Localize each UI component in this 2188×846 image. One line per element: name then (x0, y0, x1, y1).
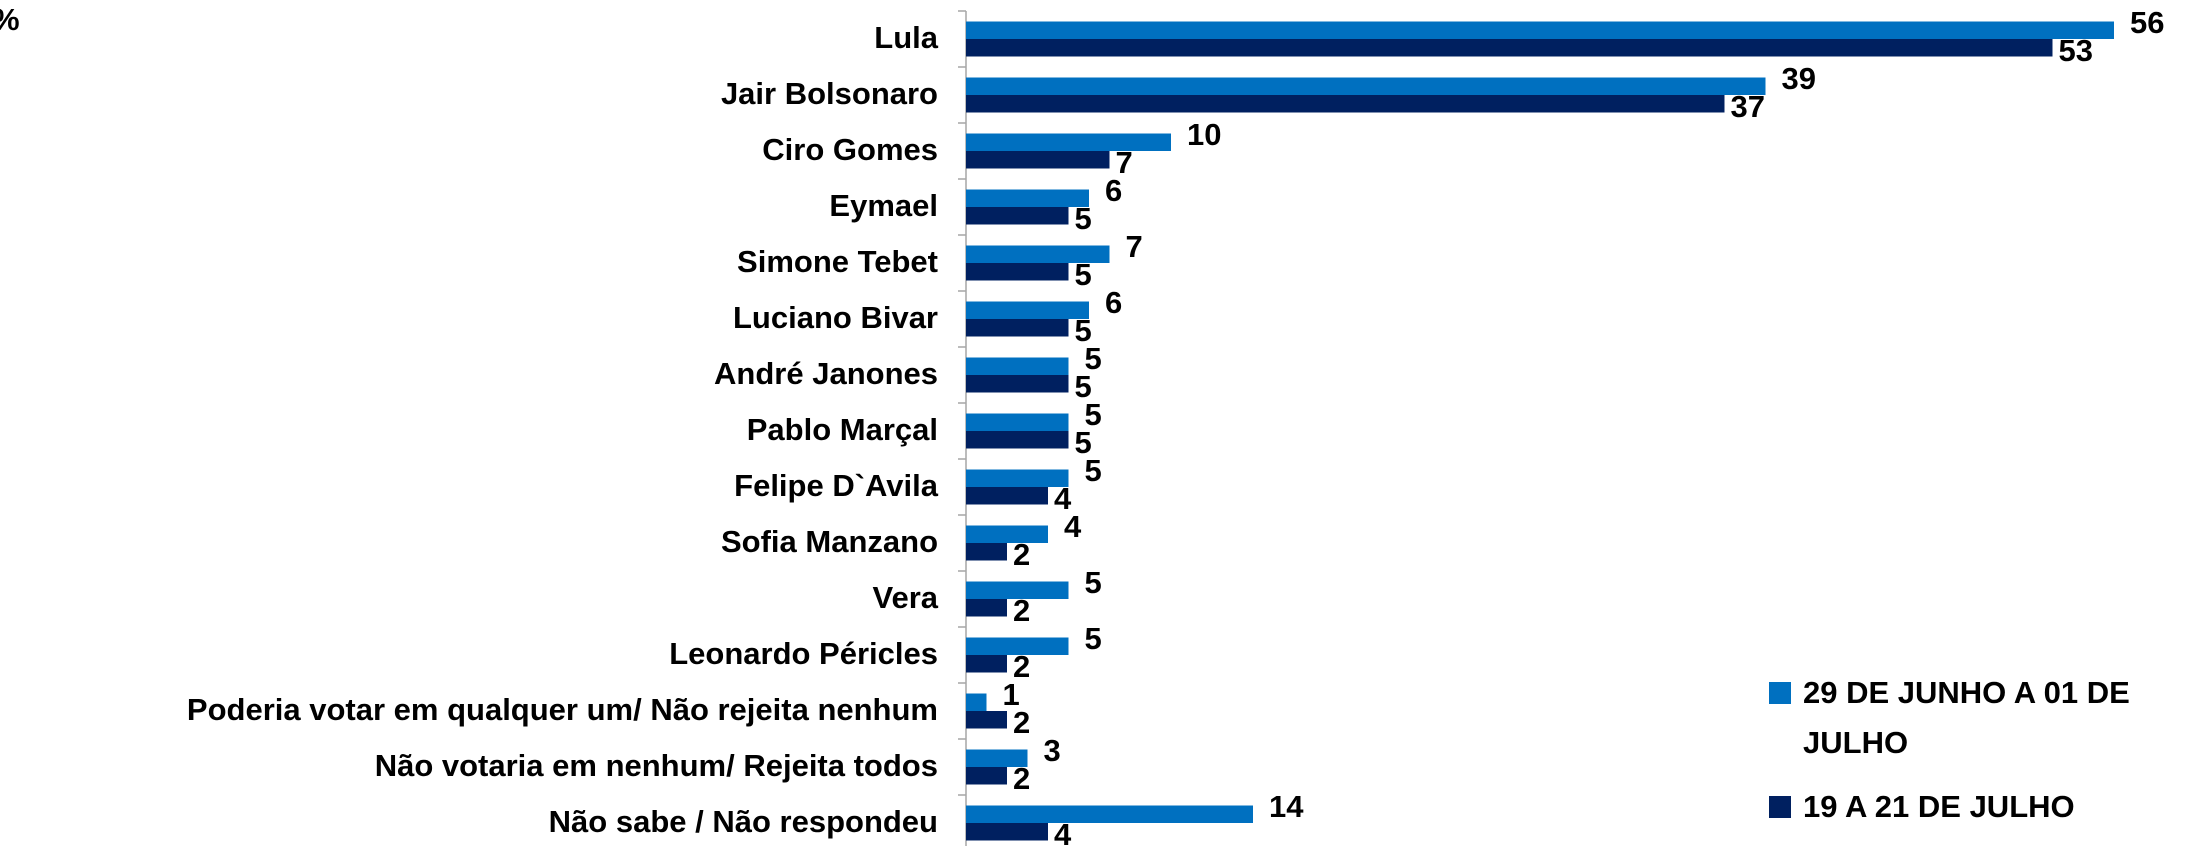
bar (966, 189, 1089, 207)
value-label: 5 (1085, 453, 1102, 488)
value-label: 5 (1075, 313, 1092, 348)
bar (966, 655, 1007, 673)
bar (966, 413, 1069, 431)
category-label: Felipe D`Avila (734, 468, 939, 503)
value-label: 2 (1013, 649, 1030, 684)
legend-label: 19 A 21 DE JULHO (1803, 789, 2075, 824)
value-label: 2 (1013, 761, 1030, 796)
value-label: 2 (1013, 537, 1030, 572)
value-label: 5 (1085, 397, 1102, 432)
category-label: Vera (872, 580, 938, 615)
bar (966, 95, 1725, 113)
bar (966, 543, 1007, 561)
bar (966, 525, 1048, 543)
bar (966, 581, 1069, 599)
value-label: 6 (1105, 173, 1122, 208)
legend-swatch (1769, 796, 1791, 818)
category-label: Não sabe / Não respondeu (549, 804, 938, 839)
value-label: 5 (1075, 201, 1092, 236)
legend-item: 29 DE JUNHO A 01 DE JULHO (1769, 668, 2179, 768)
value-label: 5 (1085, 565, 1102, 600)
legend-label: 29 DE JUNHO A 01 DE JULHO (1803, 675, 2130, 760)
value-label: 2 (1013, 593, 1030, 628)
category-label: Pablo Marçal (747, 412, 938, 447)
bar (966, 21, 2114, 39)
value-label: 6 (1105, 285, 1122, 320)
chart-title: % (0, 2, 20, 37)
bar (966, 767, 1007, 785)
value-label: 10 (1187, 117, 1221, 152)
bar (966, 431, 1069, 449)
bar (966, 711, 1007, 729)
value-label: 56 (2130, 5, 2164, 40)
value-label: 5 (1085, 621, 1102, 656)
bar (966, 207, 1069, 225)
bar (966, 77, 1766, 95)
value-label: 5 (1075, 425, 1092, 460)
bar (966, 749, 1028, 767)
bar (966, 263, 1069, 281)
bar (966, 151, 1110, 169)
value-label: 39 (1782, 61, 1816, 96)
bar (966, 487, 1048, 505)
category-label: Lula (874, 20, 938, 55)
value-label: 4 (1054, 481, 1072, 516)
bar (966, 823, 1048, 841)
bar (966, 375, 1069, 393)
bar (966, 637, 1069, 655)
bar (966, 599, 1007, 617)
bar (966, 357, 1069, 375)
category-label: Jair Bolsonaro (721, 76, 938, 111)
value-label: 3 (1044, 733, 1061, 768)
value-label: 2 (1013, 705, 1030, 740)
category-label: André Janones (714, 356, 938, 391)
category-label: Ciro Gomes (762, 132, 938, 167)
value-label: 1 (1003, 677, 1020, 712)
category-label: Poderia votar em qualquer um/ Não rejeit… (187, 692, 938, 727)
value-label: 4 (1054, 817, 1072, 846)
value-label: 7 (1116, 145, 1133, 180)
category-label: Leonardo Péricles (669, 636, 938, 671)
bar (966, 39, 2053, 57)
value-label: 14 (1269, 789, 1304, 824)
category-label: Sofia Manzano (721, 524, 938, 559)
bar (966, 319, 1069, 337)
legend-swatch (1769, 682, 1791, 704)
legend-item: 19 A 21 DE JULHO (1769, 782, 2179, 832)
bar (966, 301, 1089, 319)
value-label: 5 (1075, 369, 1092, 404)
value-label: 5 (1085, 341, 1102, 376)
bar (966, 805, 1253, 823)
value-label: 7 (1126, 229, 1143, 264)
bar (966, 469, 1069, 487)
category-label: Não votaria em nenhum/ Rejeita todos (375, 748, 938, 783)
bar (966, 245, 1110, 263)
value-label: 53 (2059, 33, 2093, 68)
bar (966, 693, 987, 711)
value-label: 37 (1731, 89, 1765, 124)
category-label: Luciano Bivar (733, 300, 938, 335)
category-label: Eymael (829, 188, 938, 223)
value-label: 5 (1075, 257, 1092, 292)
bar (966, 133, 1171, 151)
value-label: 4 (1064, 509, 1082, 544)
category-label: Simone Tebet (737, 244, 938, 279)
